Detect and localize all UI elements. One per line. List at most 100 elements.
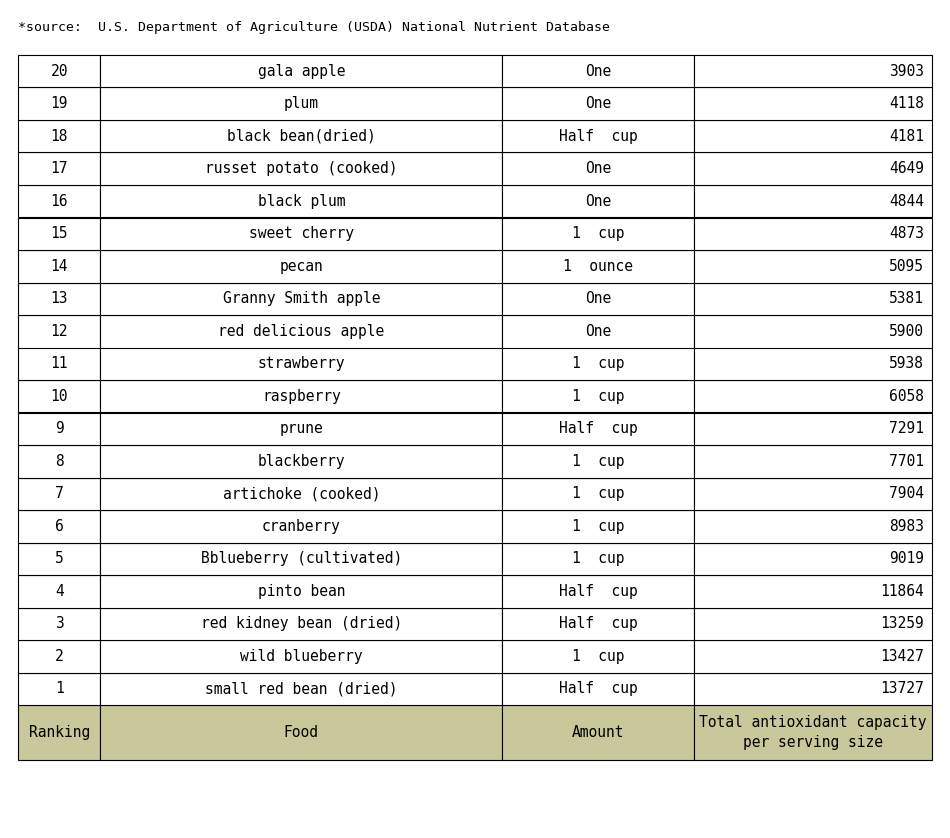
Text: 1  cup: 1 cup xyxy=(572,453,625,468)
Text: cranberry: cranberry xyxy=(262,519,341,534)
Text: 12: 12 xyxy=(50,323,67,339)
Text: red kidney bean (dried): red kidney bean (dried) xyxy=(200,616,402,631)
Text: Half  cup: Half cup xyxy=(559,616,637,631)
Text: black bean(dried): black bean(dried) xyxy=(227,129,375,144)
Text: prune: prune xyxy=(279,422,323,437)
Bar xyxy=(101,510,503,542)
Text: 6058: 6058 xyxy=(889,389,924,404)
Text: 2: 2 xyxy=(55,649,64,664)
Bar xyxy=(101,380,503,412)
Bar xyxy=(18,153,101,185)
Bar xyxy=(18,380,101,412)
Bar xyxy=(18,250,101,282)
Bar xyxy=(18,282,101,315)
Text: 10: 10 xyxy=(50,389,67,404)
Bar xyxy=(694,185,932,218)
Bar xyxy=(503,510,694,542)
Bar xyxy=(694,348,932,380)
Text: strawberry: strawberry xyxy=(257,356,345,371)
Bar xyxy=(694,510,932,542)
Bar xyxy=(101,705,503,760)
Text: 5900: 5900 xyxy=(889,323,924,339)
Text: Total antioxidant capacity
per serving size: Total antioxidant capacity per serving s… xyxy=(699,715,927,750)
Bar xyxy=(101,185,503,218)
Bar xyxy=(101,282,503,315)
Text: 4649: 4649 xyxy=(889,161,924,176)
Text: 1  cup: 1 cup xyxy=(572,486,625,501)
Bar xyxy=(694,87,932,120)
Bar xyxy=(694,380,932,412)
Bar xyxy=(18,412,101,445)
Bar xyxy=(503,608,694,640)
Bar xyxy=(101,348,503,380)
Text: 5381: 5381 xyxy=(889,292,924,306)
Text: 19: 19 xyxy=(50,96,67,111)
Bar xyxy=(101,673,503,705)
Bar xyxy=(694,705,932,760)
Text: 5: 5 xyxy=(55,551,64,566)
Bar xyxy=(101,55,503,87)
Bar xyxy=(503,250,694,282)
Bar xyxy=(503,55,694,87)
Bar xyxy=(694,478,932,510)
Bar xyxy=(18,218,101,250)
Text: 1  cup: 1 cup xyxy=(572,519,625,534)
Bar xyxy=(101,445,503,478)
Bar xyxy=(503,705,694,760)
Text: 7: 7 xyxy=(55,486,64,501)
Text: One: One xyxy=(585,64,612,79)
Bar xyxy=(694,673,932,705)
Text: One: One xyxy=(585,194,612,209)
Text: raspberry: raspberry xyxy=(262,389,341,404)
Text: 1  cup: 1 cup xyxy=(572,649,625,664)
Bar xyxy=(503,478,694,510)
Text: 7291: 7291 xyxy=(889,422,924,437)
Text: 3: 3 xyxy=(55,616,64,631)
Bar xyxy=(503,445,694,478)
Bar xyxy=(503,282,694,315)
Text: 5095: 5095 xyxy=(889,259,924,274)
Text: 13427: 13427 xyxy=(881,649,924,664)
Bar xyxy=(101,250,503,282)
Text: blackberry: blackberry xyxy=(257,453,345,468)
Bar xyxy=(503,120,694,153)
Bar xyxy=(503,185,694,218)
Bar xyxy=(18,315,101,348)
Text: One: One xyxy=(585,323,612,339)
Bar xyxy=(694,250,932,282)
Text: 9: 9 xyxy=(55,422,64,437)
Text: 13727: 13727 xyxy=(881,681,924,696)
Text: 17: 17 xyxy=(50,161,67,176)
Text: Food: Food xyxy=(284,725,319,740)
Bar xyxy=(101,153,503,185)
Text: 4181: 4181 xyxy=(889,129,924,144)
Bar xyxy=(694,120,932,153)
Text: Granny Smith apple: Granny Smith apple xyxy=(222,292,380,306)
Bar xyxy=(503,348,694,380)
Text: russet potato (cooked): russet potato (cooked) xyxy=(205,161,398,176)
Text: 7904: 7904 xyxy=(889,486,924,501)
Bar xyxy=(18,348,101,380)
Bar xyxy=(503,640,694,673)
Bar xyxy=(18,575,101,608)
Bar xyxy=(694,55,932,87)
Bar xyxy=(503,412,694,445)
Bar xyxy=(18,673,101,705)
Bar xyxy=(18,705,101,760)
Bar xyxy=(694,218,932,250)
Text: plum: plum xyxy=(284,96,319,111)
Text: 9019: 9019 xyxy=(889,551,924,566)
Bar xyxy=(503,380,694,412)
Text: 8: 8 xyxy=(55,453,64,468)
Bar xyxy=(694,315,932,348)
Text: 11: 11 xyxy=(50,356,67,371)
Bar xyxy=(503,87,694,120)
Bar xyxy=(18,120,101,153)
Bar xyxy=(101,575,503,608)
Bar xyxy=(694,412,932,445)
Text: Half  cup: Half cup xyxy=(559,584,637,598)
Text: One: One xyxy=(585,292,612,306)
Bar xyxy=(101,315,503,348)
Bar xyxy=(694,608,932,640)
Text: 18: 18 xyxy=(50,129,67,144)
